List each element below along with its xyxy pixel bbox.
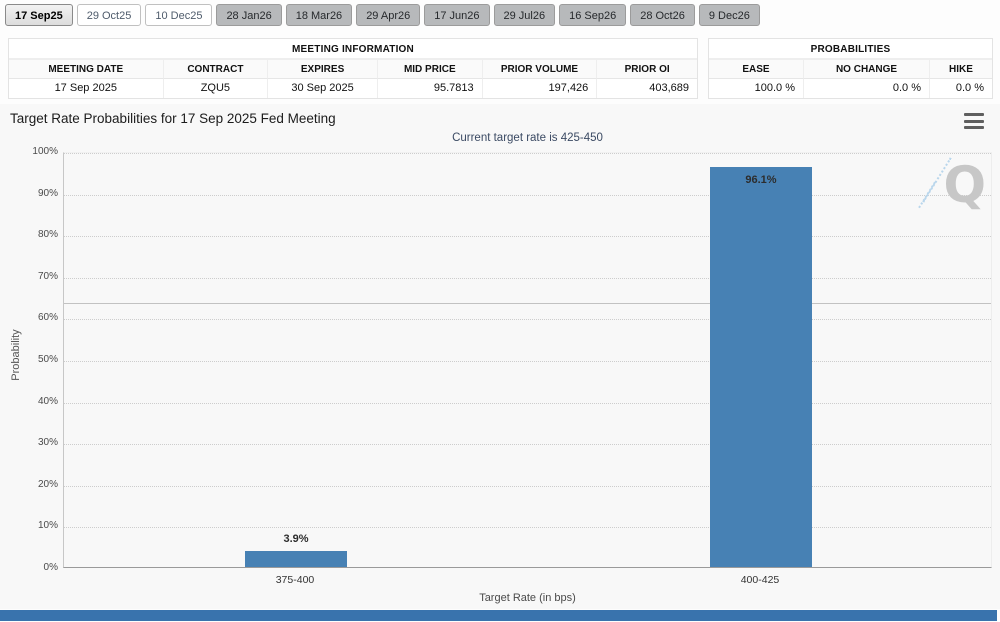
y-tick-80: 80% xyxy=(37,229,58,241)
y-tick-40: 40% xyxy=(37,395,58,407)
meeting-information-value-row: 17 Sep 2025 ZQU5 30 Sep 2025 95.7813 197… xyxy=(9,79,697,98)
col-hike: HIKE xyxy=(930,60,992,79)
tab-17-jun26[interactable]: 17 Jun26 xyxy=(424,4,490,26)
y-tick-70: 70% xyxy=(37,270,58,282)
col-prior-oi: PRIOR OI xyxy=(597,60,698,79)
value-prior-oi: 403,689 xyxy=(649,82,690,94)
chart-subtitle: Current target rate is 425-450 xyxy=(452,132,603,144)
gridline-10 xyxy=(64,527,991,529)
bar-label-375-400: 3.9% xyxy=(283,532,309,545)
gridline-50 xyxy=(64,361,991,362)
meeting-information-table: MEETING INFORMATION MEETING DATE CONTRAC… xyxy=(8,38,698,99)
tab-28-jan26[interactable]: 28 Jan26 xyxy=(216,4,282,26)
probabilities-table: PROBABILITIES EASE NO CHANGE HIKE 100.0 … xyxy=(708,38,993,99)
col-prior-volume: PRIOR VOLUME xyxy=(482,60,598,79)
value-meeting-date: 17 Sep 2025 xyxy=(9,79,164,98)
y-tick-60: 60% xyxy=(37,312,58,324)
y-tick-90: 90% xyxy=(37,187,58,199)
col-no-change: NO CHANGE xyxy=(804,60,930,79)
gridline-20 xyxy=(64,485,991,487)
bar-375-400[interactable] xyxy=(245,550,347,567)
bar-400-425[interactable] xyxy=(710,167,812,567)
tab-10-dec25[interactable]: 10 Dec25 xyxy=(145,4,213,26)
value-prior-volume: 197,426 xyxy=(483,79,598,98)
x-category-375-400: 375-400 xyxy=(275,574,315,586)
gridline-100 xyxy=(64,153,991,154)
chart-menu-button[interactable] xyxy=(964,113,984,129)
value-ease: 100.0 % xyxy=(709,79,804,98)
y-tick-50: 50% xyxy=(37,354,58,365)
y-tick-20: 20% xyxy=(37,478,58,490)
hamburger-icon xyxy=(964,113,984,116)
gridline-70 xyxy=(64,277,991,279)
chart-title: Target Rate Probabilities for 17 Sep 202… xyxy=(10,111,336,126)
value-hike: 0.0 % xyxy=(955,82,984,94)
gridline-30 xyxy=(64,444,991,446)
footer-bar xyxy=(0,610,997,621)
col-meeting-date: MEETING DATE xyxy=(9,60,164,79)
gridline-80 xyxy=(64,236,991,238)
tab-28-oct26[interactable]: 28 Oct26 xyxy=(630,4,695,26)
target-rate-probability-chart: Target Rate Probabilities for 17 Sep 202… xyxy=(0,104,1000,609)
meeting-information-header-row: MEETING DATE CONTRACT EXPIRES MID PRICE … xyxy=(9,60,698,79)
tab-17-sep25[interactable]: 17 Sep25 xyxy=(5,4,73,26)
meeting-tabs: 17 Sep25 29 Oct25 10 Dec25 28 Jan26 18 M… xyxy=(5,4,1000,26)
hamburger-icon xyxy=(964,126,984,129)
hamburger-icon xyxy=(964,119,984,123)
col-mid-price: MID PRICE xyxy=(377,60,483,79)
tab-29-apr26[interactable]: 29 Apr26 xyxy=(356,4,421,26)
tab-29-oct25[interactable]: 29 Oct25 xyxy=(76,4,142,26)
x-category-400-425: 400-425 xyxy=(740,574,780,586)
tab-18-mar26[interactable]: 18 Mar26 xyxy=(285,4,353,26)
value-expires: 30 Sep 2025 xyxy=(268,79,378,98)
y-tick-0: 0% xyxy=(43,562,58,573)
probabilities-header-row: EASE NO CHANGE HIKE xyxy=(709,60,992,79)
quikstrike-q-logo-icon: Q xyxy=(943,156,986,214)
plot-area: 3.9% 96.1% xyxy=(63,152,992,568)
col-contract: CONTRACT xyxy=(163,60,269,79)
reference-line xyxy=(64,302,991,304)
tab-29-jul26[interactable]: 29 Jul26 xyxy=(493,4,556,26)
gridline-90 xyxy=(64,194,991,196)
value-mid-price: 95.7813 xyxy=(378,79,483,98)
col-expires: EXPIRES xyxy=(268,60,378,79)
tab-9-dec26[interactable]: 9 Dec26 xyxy=(698,4,760,26)
quikstrike-watermark: Q xyxy=(918,152,988,222)
tab-16-sep26[interactable]: 16 Sep26 xyxy=(559,4,627,26)
y-tick-100: 100% xyxy=(32,146,58,157)
y-tick-30: 30% xyxy=(37,437,58,449)
meeting-information-title: MEETING INFORMATION xyxy=(9,39,697,60)
y-tick-10: 10% xyxy=(37,520,58,532)
probabilities-value-row: 100.0 % 0.0 % 0.0 % xyxy=(709,79,992,98)
bar-label-400-425: 96.1% xyxy=(745,174,777,187)
value-contract: ZQU5 xyxy=(164,79,269,98)
col-ease: EASE xyxy=(709,60,804,79)
value-no-change: 0.0 % xyxy=(804,79,930,98)
probabilities-title: PROBABILITIES xyxy=(709,39,992,60)
gridline-60 xyxy=(64,319,991,321)
x-axis-title: Target Rate (in bps) xyxy=(479,592,576,604)
gridline-40 xyxy=(64,402,991,404)
